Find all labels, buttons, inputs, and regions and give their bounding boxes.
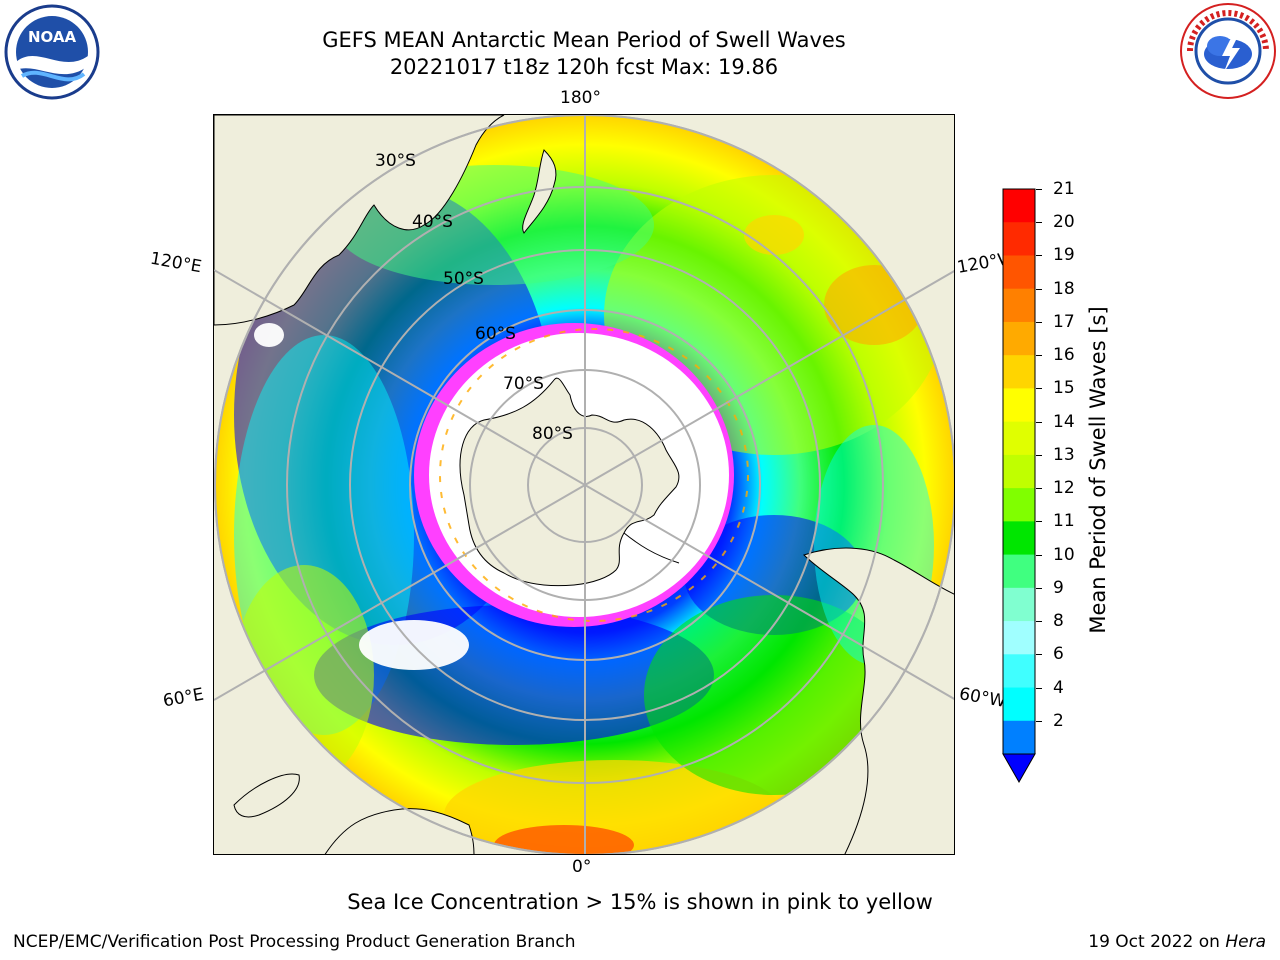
machine-name: Hera <box>1225 932 1266 952</box>
colorbar-tick-mark <box>1036 720 1042 722</box>
colorbar-tick-label: 10 <box>1053 544 1075 565</box>
colorbar-swatch <box>1003 288 1035 323</box>
colorbar <box>1002 188 1036 784</box>
noaa-logo-text: NOAA <box>28 28 77 46</box>
colorbar-tick-label: 16 <box>1053 345 1075 366</box>
colorbar-tick-mark <box>1036 388 1042 390</box>
colorbar-swatch <box>1003 587 1035 622</box>
colorbar-swatch <box>1003 554 1035 589</box>
colorbar-title: Mean Period of Swell Waves [s] <box>1086 306 1110 634</box>
lon-label-0: 0° <box>572 857 592 877</box>
colorbar-tick-label: 13 <box>1053 444 1075 465</box>
colorbar-swatch <box>1003 621 1035 655</box>
colorbar-tick-label: 19 <box>1053 245 1075 266</box>
colorbar-tick-mark <box>1036 521 1042 523</box>
colorbar-swatch <box>1003 687 1035 722</box>
colorbar-tick-mark <box>1036 554 1042 556</box>
noaa-logo: NOAA <box>2 4 102 100</box>
colorbar-tick-label: 11 <box>1053 511 1075 532</box>
colorbar-tick-mark <box>1036 454 1042 456</box>
colorbar-swatch <box>1003 454 1035 489</box>
colorbar-tick-mark <box>1036 421 1042 423</box>
africa-landmass <box>324 808 475 854</box>
new-zealand-landmass <box>522 149 557 234</box>
colorbar-under-arrow <box>1002 753 1036 784</box>
colorbar-tick-mark <box>1036 222 1042 224</box>
lat-label-80s: 80°S <box>532 424 573 444</box>
map-title: GEFS MEAN Antarctic Mean Period of Swell… <box>322 28 846 52</box>
colorbar-swatch <box>1003 255 1035 290</box>
colorbar-tick-label: 4 <box>1053 677 1064 698</box>
lat-label-30s: 30°S <box>375 151 416 171</box>
colorbar-tick-label: 15 <box>1053 378 1075 399</box>
lat-label-60s: 60°S <box>475 324 516 344</box>
colorbar-tick-label: 6 <box>1053 644 1064 665</box>
madagascar-landmass <box>233 773 300 818</box>
colorbar-swatch <box>1003 355 1035 389</box>
colorbar-swatch <box>1003 720 1035 755</box>
colorbar-tick-mark <box>1036 687 1042 689</box>
colorbar-tick-label: 17 <box>1053 311 1075 332</box>
nws-logo <box>1178 2 1278 100</box>
colorbar-tick-mark <box>1036 189 1042 190</box>
colorbar-swatch <box>1003 488 1035 522</box>
sea-ice-note: Sea Ice Concentration > 15% is shown in … <box>347 890 933 914</box>
run-date-text: 19 Oct 2022 on <box>1088 932 1226 952</box>
lon-label-60w: 60°W <box>957 684 1008 712</box>
colorbar-tick-mark <box>1036 355 1042 357</box>
colorbar-tick-mark <box>1036 587 1042 589</box>
colorbar-tick-mark <box>1036 488 1042 490</box>
colorbar-swatch <box>1003 654 1035 689</box>
colorbar-tick-mark <box>1036 654 1042 656</box>
projection-boundary <box>214 115 954 854</box>
colorbar-tick-label: 20 <box>1053 212 1075 233</box>
colorbar-tick-label: 14 <box>1053 411 1075 432</box>
colorbar-tick-label: 18 <box>1053 278 1075 299</box>
lon-label-120e: 120°E <box>148 248 204 278</box>
colorbar-tick-mark <box>1036 621 1042 623</box>
colorbar-tick-label: 12 <box>1053 478 1075 499</box>
run-date: 19 Oct 2022 on Hera <box>1088 932 1266 952</box>
lon-label-180: 180° <box>560 88 601 108</box>
colorbar-swatch <box>1003 421 1035 456</box>
colorbar-tick-label: 2 <box>1053 710 1064 731</box>
colorbar-swatch <box>1003 189 1035 223</box>
colorbar-tick-label: 8 <box>1053 611 1064 632</box>
lat-label-50s: 50°S <box>443 269 484 289</box>
colorbar-swatch <box>1003 222 1035 256</box>
polar-map <box>213 114 955 855</box>
longitude-gridlines <box>214 115 954 854</box>
colorbar-swatch <box>1003 521 1035 556</box>
colorbar-tick-mark <box>1036 288 1042 290</box>
lon-label-60e: 60°E <box>161 684 206 712</box>
colorbar-swatch <box>1003 388 1035 423</box>
lat-label-70s: 70°S <box>503 374 544 394</box>
map-subtitle: 20221017 t18z 120h fcst Max: 19.86 <box>389 55 779 79</box>
colorbar-tick-label: 21 <box>1053 179 1075 199</box>
australia-landmass <box>214 115 505 326</box>
lat-label-40s: 40°S <box>412 212 453 232</box>
colorbar-tick-mark <box>1036 321 1042 323</box>
colorbar-frame <box>1002 188 1036 754</box>
colorbar-tick-mark <box>1036 255 1042 257</box>
credit-text: NCEP/EMC/Verification Post Processing Pr… <box>13 932 576 952</box>
colorbar-tick-label: 9 <box>1053 577 1064 598</box>
colorbar-swatch <box>1003 321 1035 356</box>
antarctica-landmass <box>459 377 680 587</box>
